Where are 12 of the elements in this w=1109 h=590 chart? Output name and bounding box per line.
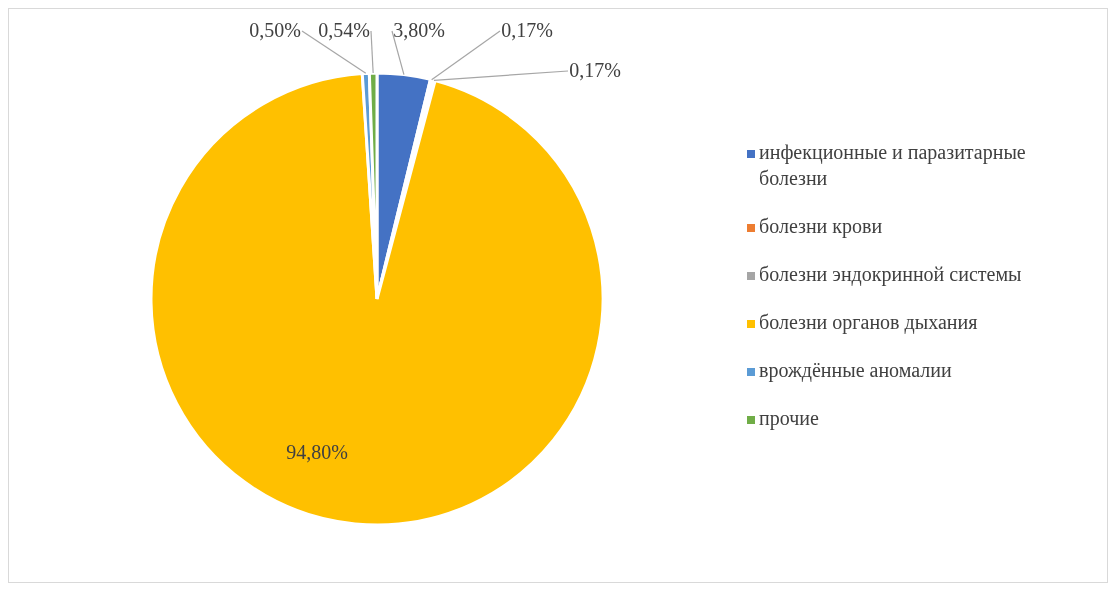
legend-label: болезни органов дыхания (759, 309, 978, 335)
legend-label: болезни крови (759, 213, 883, 239)
legend-label: врождённые аномалии (759, 357, 952, 383)
legend-label: инфекционные и паразитарные болезни (759, 139, 1027, 191)
data-label: 0,17% (569, 59, 621, 81)
data-label: 3,80% (393, 19, 445, 41)
data-label: 0,50% (249, 19, 301, 41)
data-label: 94,80% (286, 441, 348, 463)
legend-label: прочие (759, 405, 819, 431)
data-label: 0,54% (318, 19, 370, 41)
legend-label: болезни эндокринной системы (759, 261, 1022, 287)
data-label: 0,17% (501, 19, 553, 41)
